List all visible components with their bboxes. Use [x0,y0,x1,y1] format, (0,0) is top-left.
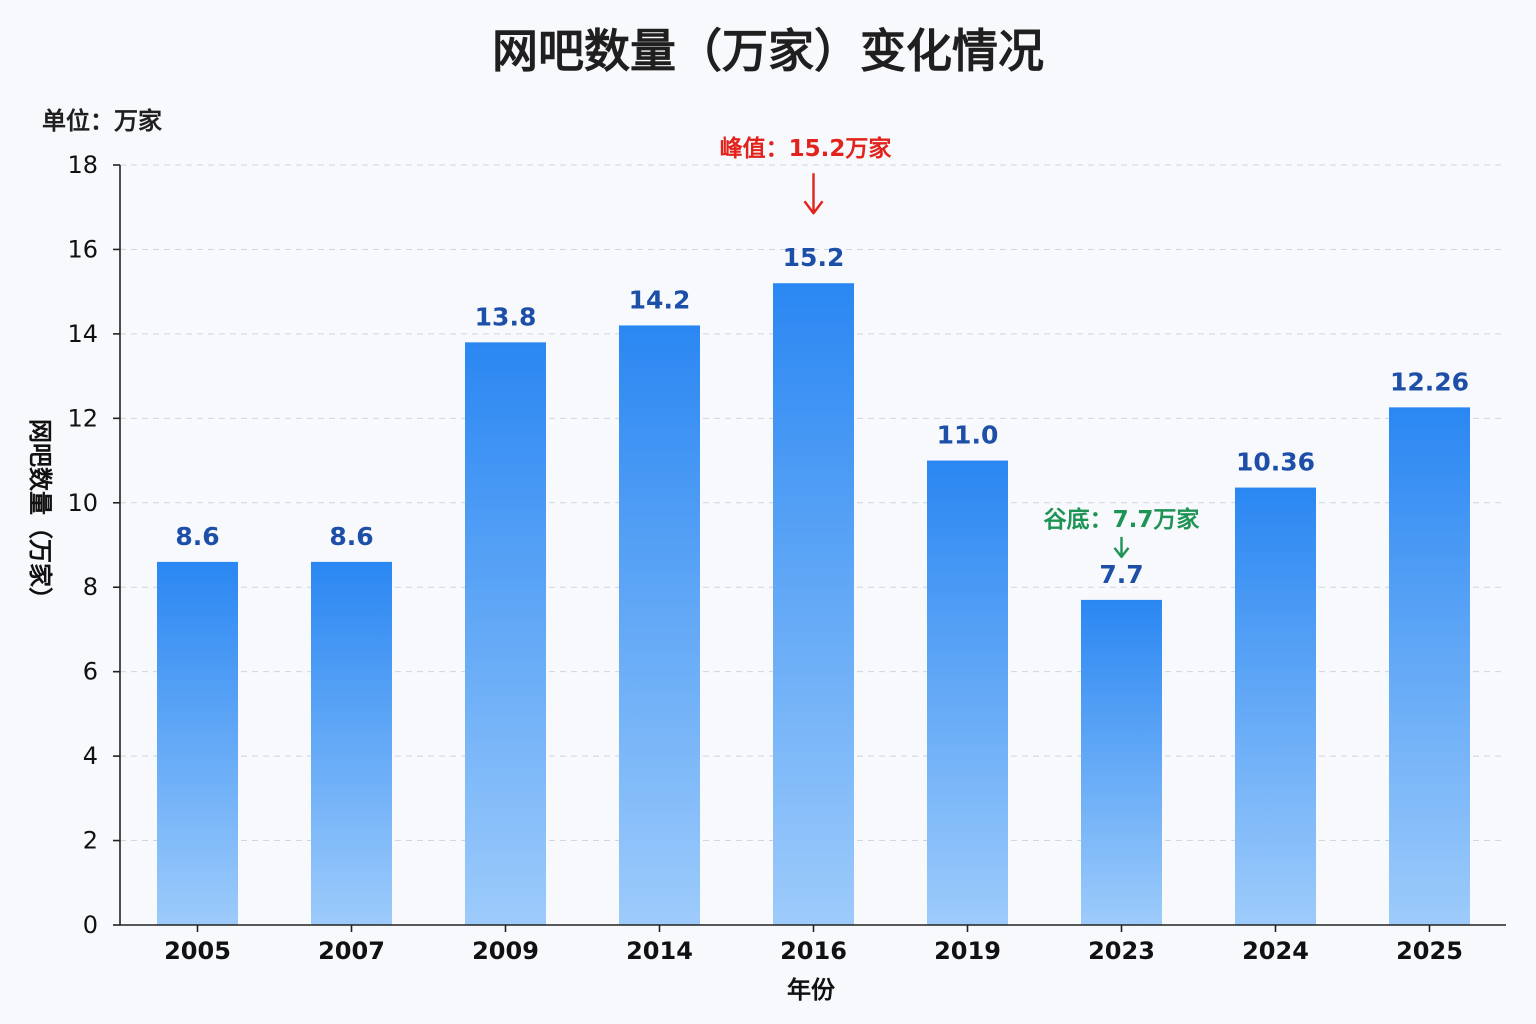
value-label-2025: 12.26 [1390,367,1469,396]
x-tick-label-2024: 2024 [1242,937,1309,965]
y-tick-label: 4 [83,742,98,770]
y-tick-label: 2 [83,827,98,855]
value-label-2007: 8.6 [329,522,373,551]
bar-2005 [157,561,238,925]
x-tick-label-2009: 2009 [472,937,539,965]
bar-2007 [311,561,392,925]
bar-2009 [465,342,546,925]
value-label-2005: 8.6 [175,522,219,551]
y-tick-label: 0 [83,911,98,939]
bar-2016 [773,283,854,925]
y-tick-label: 8 [83,573,98,601]
x-tick-label-2019: 2019 [934,937,1001,965]
unit-label: 单位：万家 [42,107,162,135]
y-tick-label: 18 [67,151,98,179]
x-axis-title: 年份 [787,976,836,1004]
bar-2023 [1081,599,1162,925]
trough-arrow-head [1113,547,1130,559]
peak-arrow-head [803,200,824,215]
x-tick-labels: 2005 2007 2009 2014 2016 2019 2023 2024 2025 [164,925,1463,965]
y-tick-label: 6 [83,658,98,686]
value-labels: 8.6 8.6 13.8 14.2 15.2 11.0 7.7 10.36 12.26 [175,243,1469,589]
bar-2014 [619,325,700,925]
x-tick-label-2025: 2025 [1396,937,1463,965]
x-tick-label-2005: 2005 [164,937,231,965]
y-tick-labels: 0 2 4 6 8 10 12 14 16 18 [67,151,120,939]
bar-2025 [1389,407,1470,925]
y-tick-label: 10 [67,489,98,517]
value-label-2016: 15.2 [783,243,845,272]
x-tick-label-2007: 2007 [318,937,385,965]
x-tick-label-2023: 2023 [1088,937,1155,965]
value-label-2019: 11.0 [937,421,999,450]
bar-2019 [927,460,1008,925]
trough-annotation-text: 谷底：7.7万家 [1044,506,1200,533]
bar-2024 [1235,487,1316,925]
value-label-2014: 14.2 [629,285,691,314]
x-tick-label-2014: 2014 [626,937,693,965]
y-tick-label: 16 [67,235,98,263]
y-tick-label: 12 [67,404,98,432]
chart-title: 网吧数量（万家）变化情况 [492,24,1044,78]
value-label-2023: 7.7 [1099,560,1143,589]
bars [157,283,1470,925]
value-label-2009: 13.8 [475,302,537,331]
y-axis-title: 网吧数量（万家） [26,419,54,611]
value-label-2024: 10.36 [1236,448,1315,477]
x-tick-label-2016: 2016 [780,937,847,965]
y-tick-label: 14 [67,320,98,348]
peak-annotation-text: 峰值：15.2万家 [720,135,892,162]
